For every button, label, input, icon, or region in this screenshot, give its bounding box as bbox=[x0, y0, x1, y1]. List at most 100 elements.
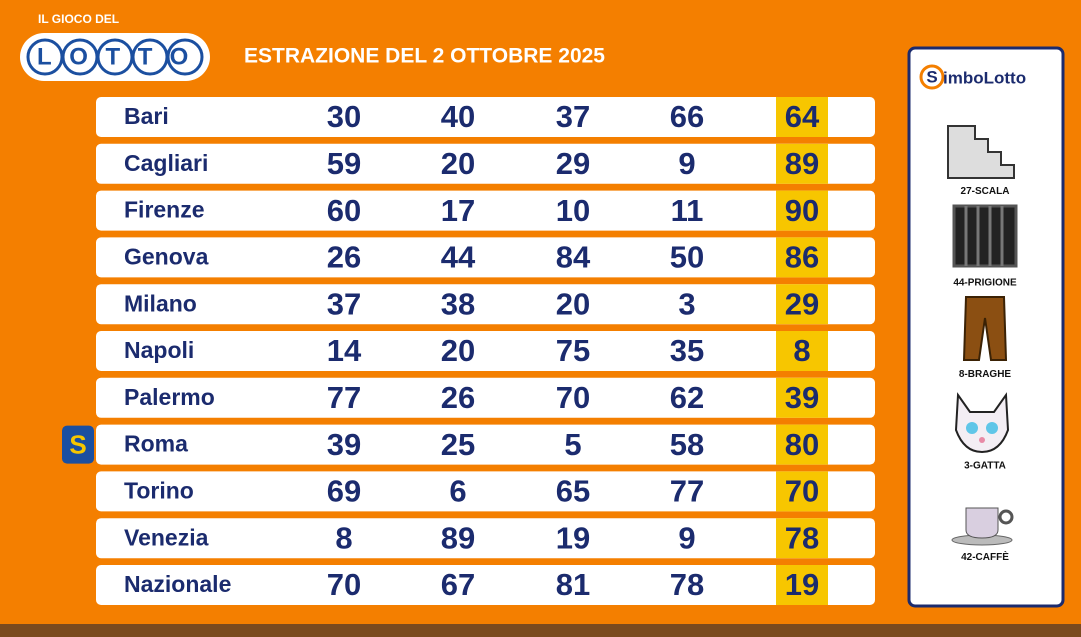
number: 20 bbox=[441, 146, 475, 181]
number: 86 bbox=[785, 240, 819, 275]
brand: imboLotto bbox=[943, 68, 1026, 87]
number: 26 bbox=[327, 240, 361, 275]
number: 39 bbox=[785, 380, 819, 415]
number: 9 bbox=[678, 146, 695, 181]
number: 9 bbox=[678, 520, 695, 555]
number: 20 bbox=[556, 286, 590, 321]
number: 65 bbox=[556, 474, 590, 509]
number: 64 bbox=[785, 99, 820, 134]
number: 75 bbox=[556, 333, 590, 368]
city: Venezia bbox=[124, 524, 209, 550]
number: 80 bbox=[785, 427, 819, 462]
number: 89 bbox=[441, 520, 475, 555]
row bbox=[96, 237, 875, 278]
number: 25 bbox=[441, 427, 475, 462]
number: 66 bbox=[670, 99, 704, 134]
city: Firenze bbox=[124, 197, 205, 223]
icon-braghe bbox=[962, 296, 1008, 361]
footer-strip bbox=[0, 624, 1081, 637]
number: 11 bbox=[671, 193, 704, 228]
badge-back bbox=[62, 425, 94, 464]
highlight bbox=[776, 565, 828, 605]
number: 5 bbox=[564, 427, 581, 462]
number: 38 bbox=[441, 286, 475, 321]
row bbox=[96, 424, 875, 465]
number: 29 bbox=[556, 146, 590, 181]
row bbox=[96, 190, 875, 231]
number: 59 bbox=[327, 146, 361, 181]
city: Cagliari bbox=[124, 150, 208, 176]
brand-initial: S bbox=[926, 67, 937, 86]
number: 35 bbox=[670, 333, 704, 368]
highlight bbox=[776, 190, 828, 231]
city: Roma bbox=[124, 431, 188, 457]
number: 62 bbox=[670, 380, 704, 415]
number: 58 bbox=[670, 427, 704, 462]
number: 14 bbox=[327, 333, 362, 368]
number: 84 bbox=[556, 240, 591, 275]
logo-text: LOTTO bbox=[37, 43, 206, 70]
row bbox=[96, 143, 875, 184]
icon-scala bbox=[947, 125, 1015, 179]
highlight bbox=[776, 471, 828, 512]
symbol-label: 8-BRAGHE bbox=[959, 369, 1012, 380]
highlight bbox=[776, 97, 828, 137]
number: 50 bbox=[670, 240, 704, 275]
number: 60 bbox=[327, 193, 361, 228]
symbol-label: 27-SCALA bbox=[961, 186, 1010, 197]
city: Torino bbox=[124, 477, 194, 503]
row bbox=[96, 471, 875, 512]
brand-ring bbox=[919, 64, 945, 90]
number: 78 bbox=[785, 520, 819, 555]
row bbox=[96, 97, 875, 137]
number: 3 bbox=[678, 286, 695, 321]
city: Genova bbox=[124, 243, 209, 269]
number: 6 bbox=[449, 474, 466, 509]
number: 67 bbox=[441, 567, 475, 602]
number: 8 bbox=[793, 333, 810, 368]
symbol-label: 44-PRIGIONE bbox=[953, 278, 1017, 289]
number: 70 bbox=[327, 567, 361, 602]
number: 70 bbox=[785, 474, 819, 509]
number: 78 bbox=[670, 567, 704, 602]
number: 26 bbox=[441, 380, 475, 415]
number: 30 bbox=[327, 99, 361, 134]
logo-tagline: IL GIOCO DEL bbox=[38, 12, 119, 26]
number: 19 bbox=[556, 520, 590, 555]
city: Milano bbox=[124, 290, 197, 316]
symbol-label: 3-GATTA bbox=[964, 461, 1006, 472]
number: 10 bbox=[556, 193, 590, 228]
number: 70 bbox=[556, 380, 590, 415]
number: 19 bbox=[785, 567, 819, 602]
number: 37 bbox=[327, 286, 361, 321]
number: 77 bbox=[670, 474, 704, 509]
badge: S bbox=[69, 429, 86, 459]
city: Nazionale bbox=[124, 571, 231, 597]
number: 17 bbox=[441, 193, 475, 228]
city: Palermo bbox=[124, 384, 215, 410]
number: 39 bbox=[327, 427, 361, 462]
number: 8 bbox=[335, 520, 352, 555]
page-title: ESTRAZIONE DEL 2 OTTOBRE 2025 bbox=[244, 45, 605, 68]
number: 89 bbox=[785, 146, 819, 181]
symbol-labels: 27-SCALA 44-PRIGIONE 8-BRAGHE 3-GATTA 42-CAF… bbox=[953, 186, 1017, 563]
highlight bbox=[776, 237, 828, 278]
number: 37 bbox=[556, 99, 590, 134]
highlight bbox=[776, 424, 828, 465]
number: 40 bbox=[441, 99, 475, 134]
icon-prigione bbox=[952, 204, 1018, 268]
icon-caffe bbox=[951, 507, 1014, 546]
row bbox=[96, 377, 875, 418]
row bbox=[96, 331, 875, 371]
highlight bbox=[776, 518, 828, 559]
city: Napoli bbox=[124, 337, 194, 363]
row bbox=[96, 284, 875, 325]
number: 44 bbox=[441, 240, 476, 275]
highlight bbox=[776, 331, 828, 371]
logo-circles bbox=[26, 38, 204, 76]
number: 29 bbox=[785, 286, 819, 321]
highlight bbox=[776, 143, 828, 184]
highlight bbox=[776, 284, 828, 325]
